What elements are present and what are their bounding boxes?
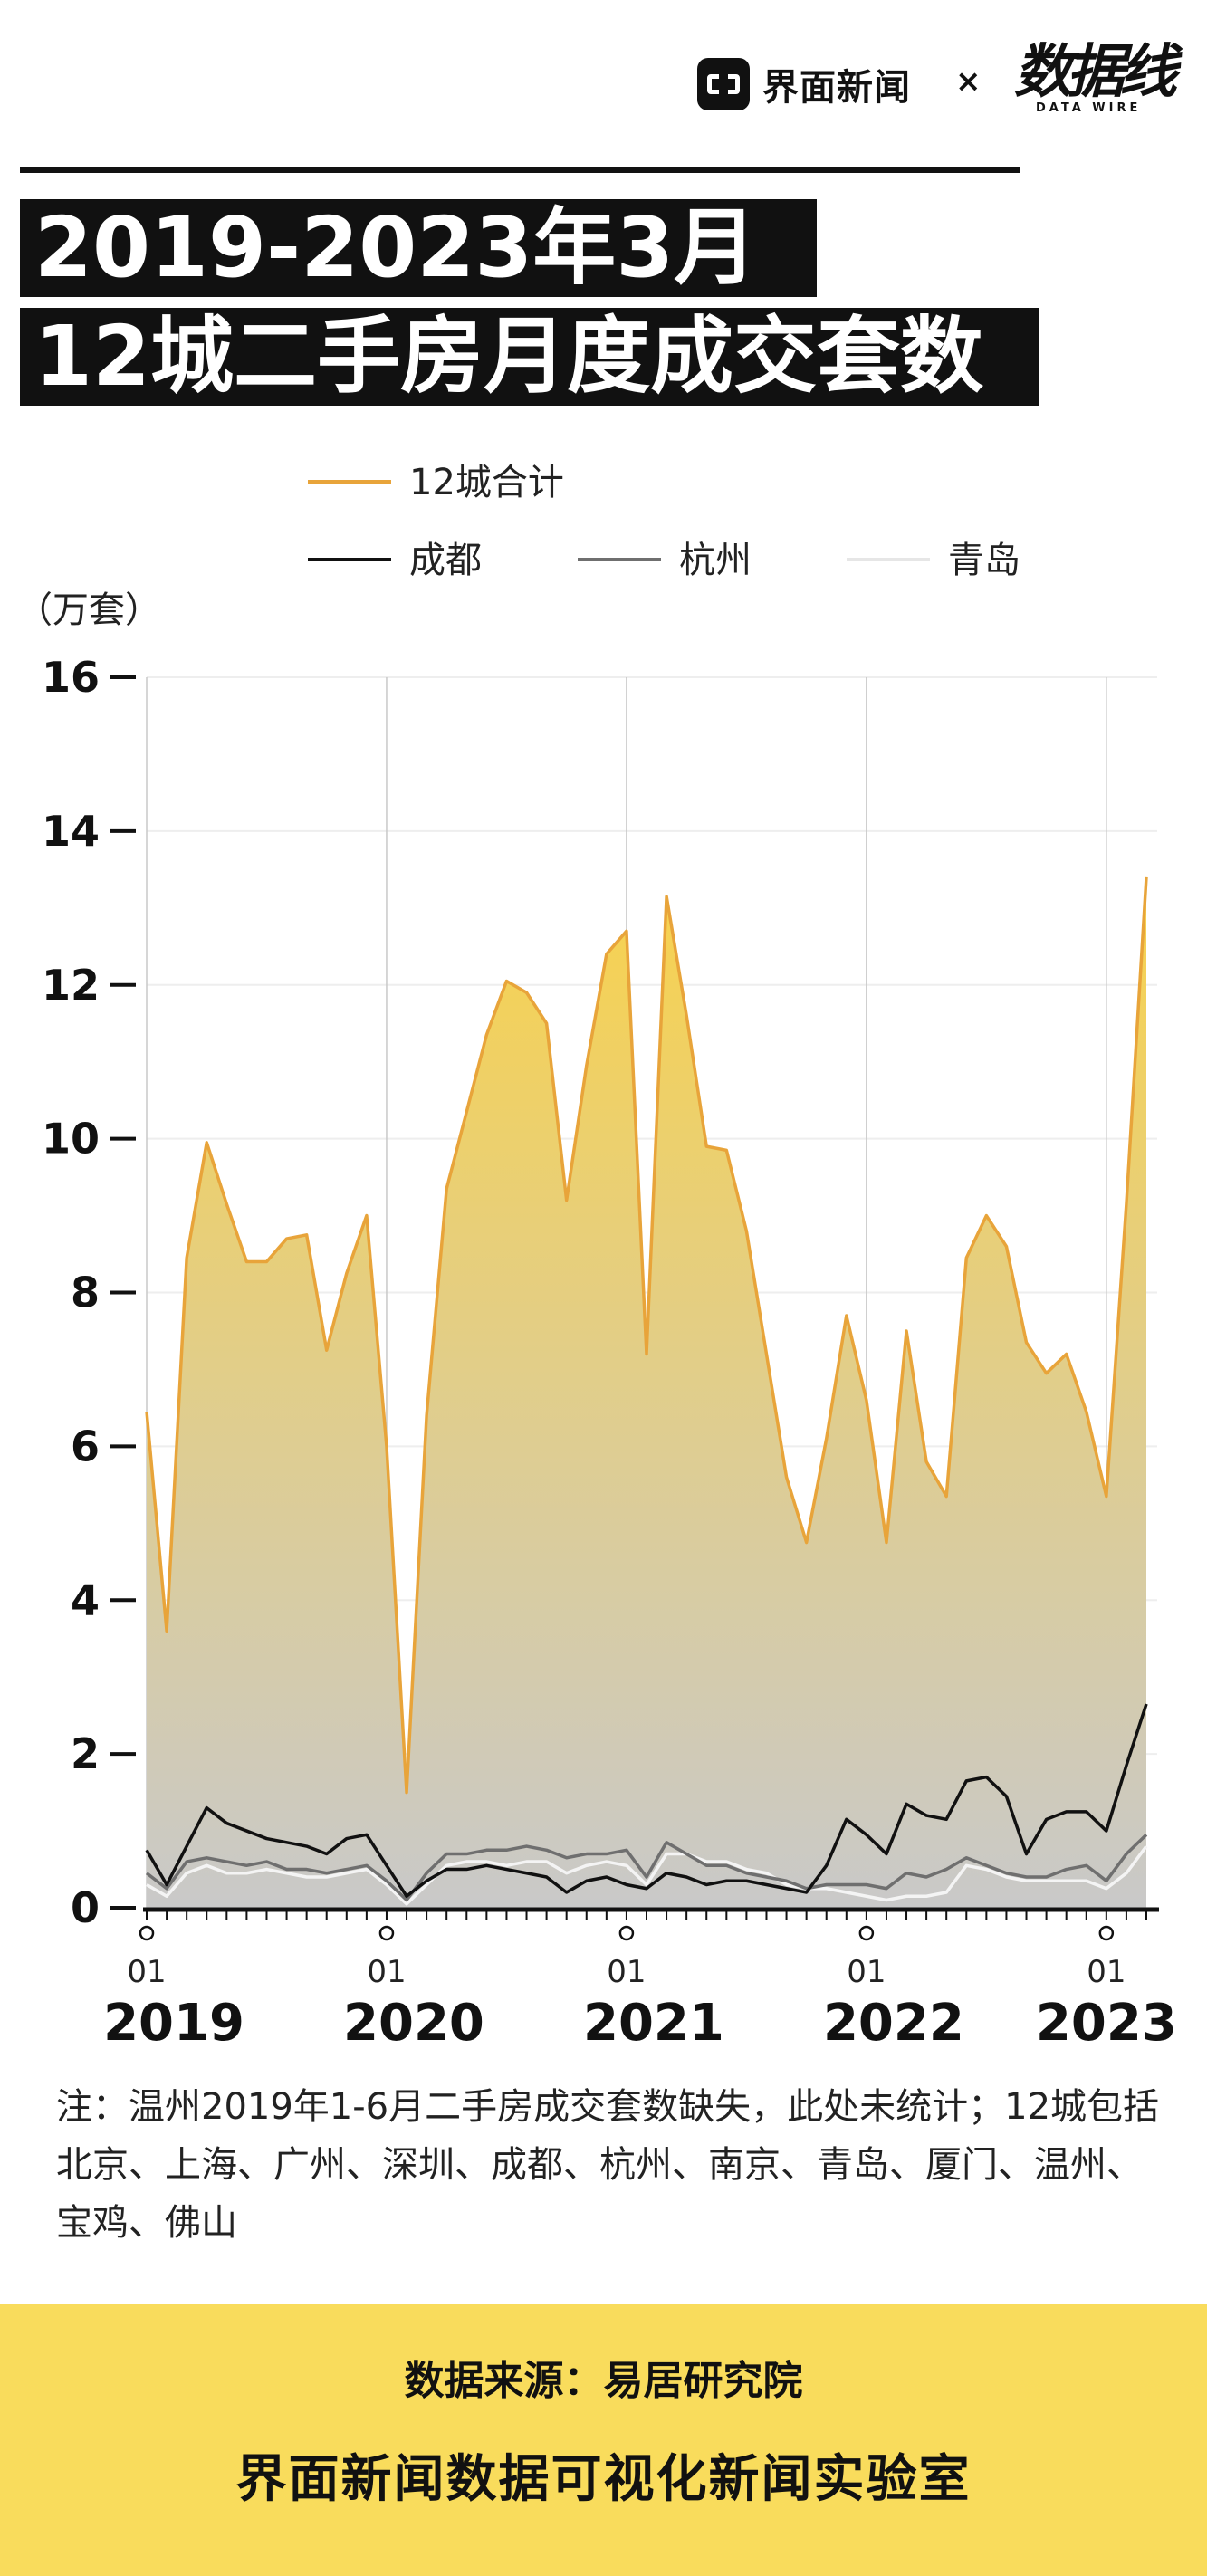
- y-tick-label: 2: [71, 1729, 100, 1778]
- y-tick-label: 10: [42, 1115, 100, 1164]
- legend-label-成都: 成都: [409, 540, 482, 581]
- organization: 界面新闻数据可视化新闻实验室: [235, 2450, 972, 2509]
- x-tick-dot: [139, 1925, 155, 1941]
- jiemian-logo-icon: [697, 58, 750, 110]
- data-source: 数据来源：易居研究院: [404, 2358, 803, 2404]
- line-layer: [145, 876, 1148, 1906]
- y-tick-label: 14: [42, 807, 100, 856]
- datawire-logo-text: 数据线: [1014, 39, 1177, 106]
- brand-name: 界面新闻: [762, 67, 911, 109]
- x-tick-dot: [378, 1925, 395, 1941]
- brand: 界面新闻: [697, 58, 911, 110]
- legend-label-青岛: 青岛: [948, 540, 1020, 581]
- x-tick-month: 01: [1087, 1954, 1126, 1990]
- header: 界面新闻 × 数据线 DATA WIRE: [0, 36, 1207, 136]
- y-tick-label: 0: [71, 1883, 100, 1932]
- y-tick-label: 8: [71, 1269, 100, 1317]
- area-layer: [147, 876, 1146, 1908]
- title-rule: [20, 167, 1020, 173]
- x-tick-dot: [858, 1925, 875, 1941]
- x-year-label: 2020: [343, 1994, 484, 2053]
- x-tick-month: 01: [847, 1954, 886, 1990]
- title-line-1: 2019-2023年3月: [20, 199, 817, 297]
- y-tick-label: 16: [42, 653, 100, 702]
- x-tick-month: 01: [367, 1954, 406, 1990]
- x-year-label: 2021: [583, 1994, 724, 2053]
- x-tick-dot: [618, 1925, 635, 1941]
- legend-label-杭州: 杭州: [679, 540, 752, 581]
- total-area: [147, 876, 1146, 1908]
- datawire-logo-sub: DATA WIRE: [1036, 101, 1142, 115]
- x-year-label: 2023: [1036, 1994, 1177, 2053]
- axes: 0 2 4 6 8 10 12 14 16 01 2019 01 2020 01 2021 01 2022 01 2…: [42, 653, 1177, 2053]
- legend-label-12城合计: 12城合计: [409, 462, 564, 503]
- y-tick-label: 6: [71, 1422, 100, 1470]
- x-year-label: 2022: [823, 1994, 964, 2053]
- footer: 数据来源：易居研究院 界面新闻数据可视化新闻实验室: [0, 2304, 1207, 2576]
- x-tick-month: 01: [607, 1954, 646, 1990]
- y-tick-label: 4: [71, 1575, 100, 1624]
- x-tick-month: 01: [127, 1954, 166, 1990]
- y-unit-label: （万套）: [16, 589, 161, 631]
- datawire-logo: 数据线 DATA WIRE: [1014, 36, 1177, 136]
- x-tick-dot: [1098, 1925, 1115, 1941]
- x-year-label: 2019: [103, 1994, 244, 2053]
- title-line-2: 12城二手房月度成交套数: [20, 308, 1039, 406]
- brand-separator: ×: [955, 63, 982, 100]
- y-tick-label: 12: [42, 961, 100, 1010]
- footnote: 注：温州2019年1-6月二手房成交套数缺失，此处未统计；12城包括北京、上海、…: [56, 2086, 1160, 2244]
